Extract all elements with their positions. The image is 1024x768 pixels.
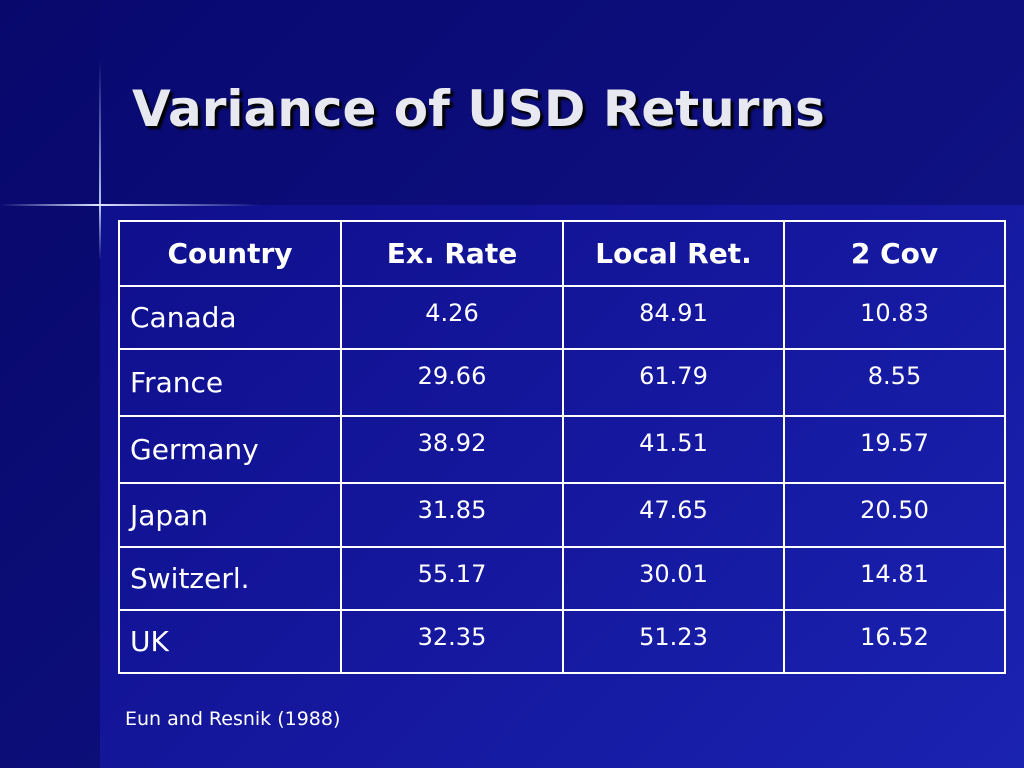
value-cell: 38.92: [340, 415, 564, 484]
country-cell: France: [118, 348, 342, 417]
left-band: [0, 0, 100, 768]
table-row: Germany 38.92 41.51 19.57: [118, 415, 1006, 484]
table-row: UK 32.35 51.23 16.52: [118, 609, 1006, 674]
country-cell: Germany: [118, 415, 342, 484]
value-cell: 14.81: [783, 546, 1006, 611]
value-cell: 10.83: [783, 285, 1006, 350]
value-cell: 20.50: [783, 482, 1006, 548]
table-row: France 29.66 61.79 8.55: [118, 348, 1006, 417]
country-cell: Switzerl.: [118, 546, 342, 611]
source-note: Eun and Resnik (1988): [125, 708, 341, 730]
country-cell: UK: [118, 609, 342, 674]
value-cell: 61.79: [562, 348, 785, 417]
table-row: Canada 4.26 84.91 10.83: [118, 285, 1006, 350]
value-cell: 84.91: [562, 285, 785, 350]
value-cell: 8.55: [783, 348, 1006, 417]
value-cell: 31.85: [340, 482, 564, 548]
header-cell: Ex. Rate: [340, 220, 564, 287]
top-band: [100, 0, 1024, 205]
header-cell: Country: [118, 220, 342, 287]
table-row: Switzerl. 55.17 30.01 14.81: [118, 546, 1006, 611]
value-cell: 55.17: [340, 546, 564, 611]
header-cell: Local Ret.: [562, 220, 785, 287]
value-cell: 30.01: [562, 546, 785, 611]
sparkle-horizontal: [0, 204, 260, 206]
slide-title: Variance of USD Returns: [132, 80, 825, 138]
value-cell: 29.66: [340, 348, 564, 417]
value-cell: 16.52: [783, 609, 1006, 674]
sparkle-vertical: [99, 60, 101, 260]
header-cell: 2 Cov: [783, 220, 1006, 287]
value-cell: 32.35: [340, 609, 564, 674]
header-row: Country Ex. Rate Local Ret. 2 Cov: [118, 220, 1006, 287]
country-cell: Japan: [118, 482, 342, 548]
value-cell: 4.26: [340, 285, 564, 350]
value-cell: 19.57: [783, 415, 1006, 484]
value-cell: 47.65: [562, 482, 785, 548]
value-cell: 41.51: [562, 415, 785, 484]
value-cell: 51.23: [562, 609, 785, 674]
table-row: Japan 31.85 47.65 20.50: [118, 482, 1006, 548]
data-table: Country Ex. Rate Local Ret. 2 Cov Canada 4.26…: [118, 220, 1006, 674]
country-cell: Canada: [118, 285, 342, 350]
